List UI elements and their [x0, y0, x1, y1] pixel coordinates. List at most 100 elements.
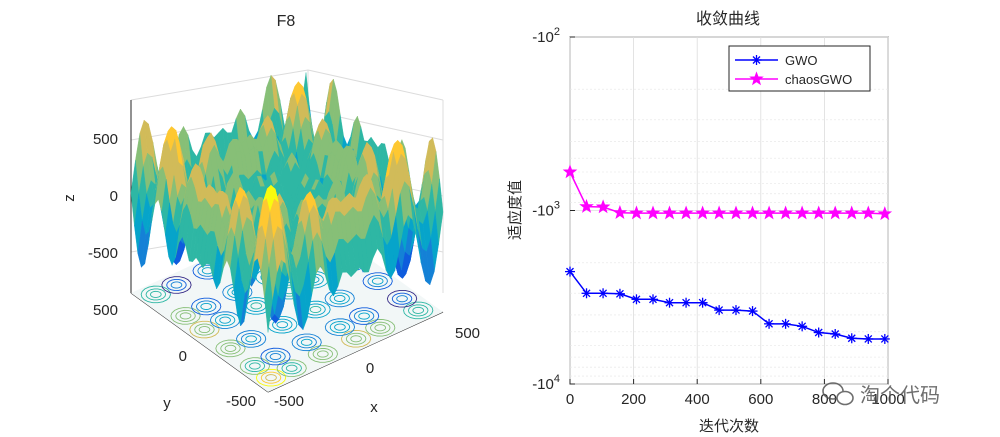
series-lines — [562, 164, 893, 344]
contour-line — [324, 318, 356, 336]
asterisk-stroke — [814, 328, 823, 337]
asterisk-stroke — [698, 298, 707, 307]
data-point — [830, 328, 841, 339]
contour-line — [236, 330, 267, 348]
convergence-plot: 收敛曲线 -102-103-104 0 200 400 600 800 1000 适应度值… — [506, 9, 905, 435]
data-point — [797, 321, 808, 332]
surface-title: F8 — [277, 13, 296, 30]
contour-line — [345, 332, 367, 345]
contour-line — [386, 289, 418, 308]
asterisk-stroke — [599, 289, 608, 298]
x-tick-label: 800 — [812, 391, 837, 408]
data-point — [877, 206, 893, 221]
data-point — [714, 305, 725, 316]
asterisk-stroke — [748, 307, 757, 316]
contour-line — [348, 307, 380, 325]
z-tick-label: -500 — [88, 245, 118, 262]
data-point — [565, 266, 575, 277]
contour-line — [244, 360, 266, 372]
contour-line — [239, 357, 271, 375]
contour-line — [265, 374, 277, 382]
contour-line — [219, 316, 231, 324]
contour-line — [214, 314, 236, 327]
contour-line — [403, 301, 434, 320]
contour-line — [276, 359, 307, 377]
contour-line — [195, 300, 217, 313]
data-point — [647, 294, 658, 305]
surface-plot: F8 500 0 -500 z — [61, 13, 480, 416]
y-tick-base: -10 — [532, 376, 554, 393]
data-point — [879, 333, 890, 344]
contour-line — [269, 353, 282, 361]
convergence-x-label: 迭代次数 — [699, 417, 759, 435]
asterisk-stroke — [715, 306, 724, 315]
asterisk-stroke — [864, 334, 873, 343]
z-tick-label: 500 — [93, 131, 118, 148]
y-tick-exponent: 3 — [554, 200, 560, 212]
data-point — [860, 205, 876, 220]
y-axis-label: y — [163, 395, 171, 412]
contour-line — [265, 350, 286, 363]
x-tick-label: 500 — [455, 325, 480, 342]
y-tick-base: -10 — [532, 29, 554, 46]
contour-line — [276, 321, 289, 329]
asterisk-stroke — [752, 56, 761, 64]
asterisk-stroke — [682, 298, 691, 307]
contour-line — [333, 294, 346, 302]
contour-line — [350, 335, 362, 343]
contour-line — [240, 332, 262, 345]
contour-line — [179, 312, 192, 320]
data-point — [794, 205, 810, 220]
contour-line — [249, 362, 261, 370]
contour-line — [396, 295, 408, 303]
contour-line — [272, 318, 293, 331]
contour-line — [189, 320, 220, 339]
data-point — [581, 288, 592, 299]
surface-patch — [264, 266, 273, 333]
y-tick-label: -104 — [532, 373, 560, 393]
contour-line — [407, 304, 429, 317]
data-point — [614, 288, 625, 299]
contour-line — [194, 323, 215, 336]
data-point — [827, 205, 843, 220]
y-tick-base: -10 — [532, 203, 554, 220]
contour-line — [324, 289, 355, 308]
legend-label-gwo: GWO — [785, 53, 818, 68]
watermark-text: 淘个代码 — [860, 383, 940, 407]
contour-line — [412, 306, 425, 314]
data-point — [664, 297, 675, 308]
y-tick-exponent: 2 — [554, 26, 560, 38]
asterisk-stroke — [665, 298, 674, 307]
contour-line — [170, 281, 183, 289]
y-axis: 500 0 -500 y — [93, 302, 256, 412]
contour-line — [220, 342, 241, 355]
contour-line — [145, 288, 167, 301]
data-point — [778, 205, 793, 220]
contour-line — [285, 364, 298, 372]
x-tick-label: 0 — [366, 360, 374, 377]
legend-marker-shape — [751, 55, 762, 65]
legend-marker-chaosgwo — [749, 71, 764, 86]
data-point — [645, 205, 661, 220]
contour-line — [365, 319, 396, 337]
legend: GWO chaosGWO — [728, 45, 871, 92]
data-point — [579, 198, 594, 213]
data-point — [681, 297, 692, 308]
contour-line — [291, 333, 322, 352]
contour-line — [149, 290, 162, 298]
x-tick-label: -500 — [274, 393, 304, 410]
contour-line — [260, 371, 282, 384]
contour-line — [371, 277, 384, 285]
data-point — [813, 327, 824, 338]
asterisk-stroke — [831, 330, 840, 338]
contour-line — [367, 275, 388, 288]
data-point — [730, 305, 741, 316]
contour-line — [175, 309, 196, 322]
contour-line — [260, 347, 291, 366]
contour-line — [353, 310, 375, 323]
contour-line — [391, 292, 413, 305]
asterisk-stroke — [615, 289, 624, 298]
contour-line — [170, 307, 201, 325]
legend-marker-shape — [749, 71, 764, 86]
